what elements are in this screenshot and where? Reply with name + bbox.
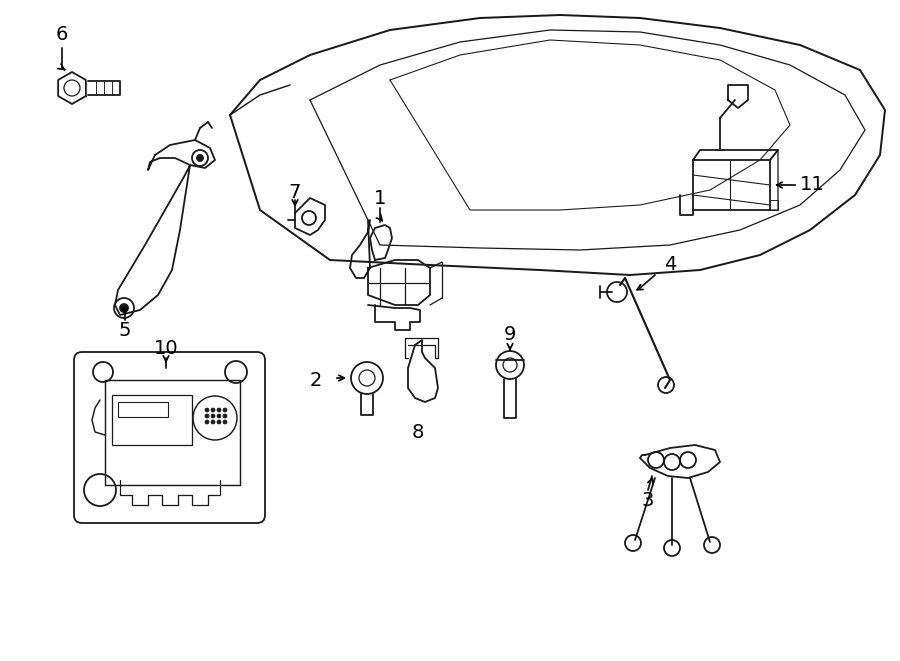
Text: 6: 6 bbox=[56, 26, 68, 44]
Text: 8: 8 bbox=[412, 422, 424, 442]
Circle shape bbox=[223, 408, 227, 412]
Text: 1: 1 bbox=[374, 188, 386, 208]
Circle shape bbox=[217, 408, 221, 412]
Text: 7: 7 bbox=[289, 184, 302, 202]
Text: 4: 4 bbox=[664, 256, 676, 274]
Circle shape bbox=[211, 414, 215, 418]
Circle shape bbox=[205, 408, 209, 412]
Circle shape bbox=[217, 414, 221, 418]
Circle shape bbox=[223, 420, 227, 424]
Circle shape bbox=[197, 155, 203, 161]
Text: 5: 5 bbox=[119, 321, 131, 340]
Circle shape bbox=[217, 420, 221, 424]
Circle shape bbox=[205, 414, 209, 418]
Bar bbox=[105, 380, 240, 485]
Text: 10: 10 bbox=[154, 338, 178, 358]
Text: 3: 3 bbox=[642, 490, 654, 510]
Circle shape bbox=[211, 408, 215, 412]
Circle shape bbox=[211, 420, 215, 424]
Bar bbox=[112, 395, 192, 445]
Circle shape bbox=[120, 304, 128, 312]
Circle shape bbox=[205, 420, 209, 424]
Text: 2: 2 bbox=[310, 371, 322, 389]
Text: 11: 11 bbox=[800, 176, 824, 194]
Text: 9: 9 bbox=[504, 325, 517, 344]
Bar bbox=[118, 402, 168, 417]
Circle shape bbox=[223, 414, 227, 418]
